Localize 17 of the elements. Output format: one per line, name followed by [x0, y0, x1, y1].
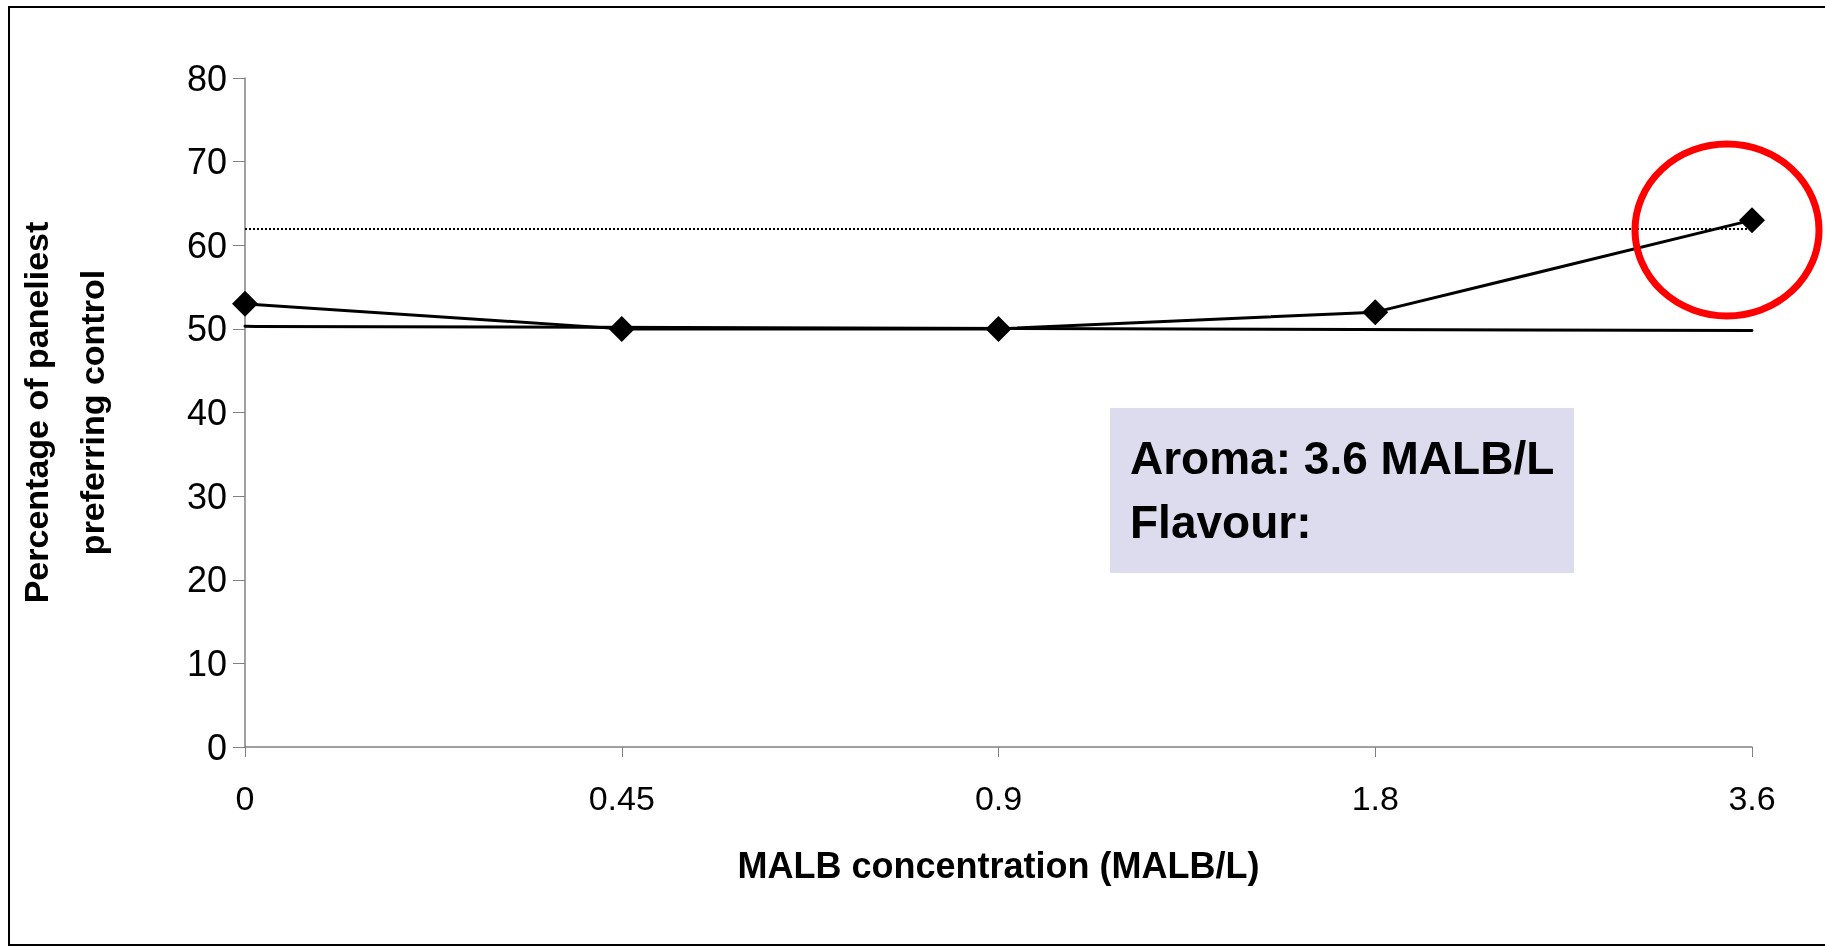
y-tick-label: 60 — [186, 224, 227, 266]
annotation: Aroma: 3.6 MALB/L Flavour: — [1110, 408, 1575, 573]
y-tick-label: 70 — [186, 141, 227, 183]
x-tick-label: 0.45 — [588, 779, 655, 817]
y-tick-label: 10 — [186, 642, 227, 684]
x-tick-label: 1.8 — [1351, 779, 1399, 817]
y-tick-label: 50 — [186, 308, 227, 350]
y-tick-label: 40 — [186, 392, 227, 433]
x-tick-label: 3.6 — [1728, 779, 1776, 817]
x-axis-title: MALB concentration (MALB/L) — [737, 844, 1260, 886]
y-tick-label: 30 — [186, 475, 227, 517]
x-tick-label: 0 — [235, 779, 255, 817]
y-axis-title: Percentage of paneliest preferring control — [17, 221, 111, 604]
y-tick-label: 20 — [186, 559, 227, 601]
y-tick-label: 80 — [186, 57, 227, 99]
x-tick-label: 0.9 — [974, 779, 1023, 817]
y-tick-label: 0 — [206, 726, 227, 768]
